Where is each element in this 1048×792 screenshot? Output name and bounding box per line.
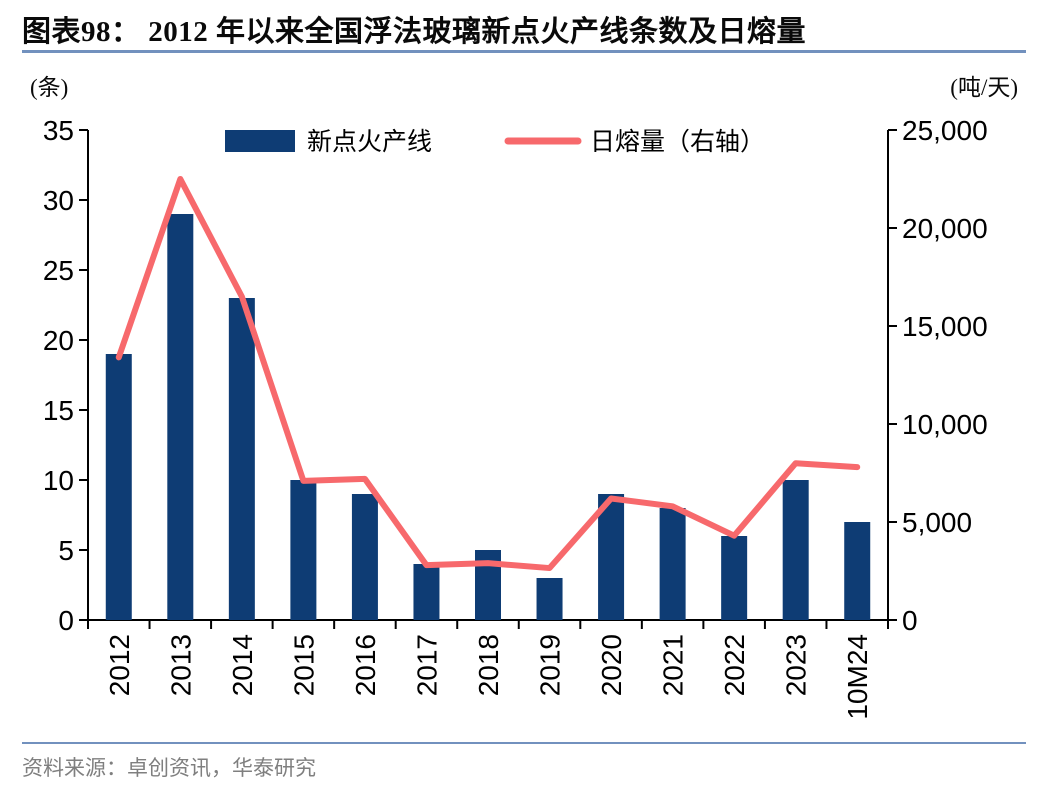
left-axis-tick-label: 5 bbox=[58, 535, 74, 566]
x-axis-label-2019: 2019 bbox=[535, 634, 566, 696]
source-text: 资料来源：卓创资讯，华泰研究 bbox=[22, 756, 316, 780]
x-axis-label-2018: 2018 bbox=[473, 634, 504, 696]
x-axis-label-2021: 2021 bbox=[658, 634, 689, 696]
x-axis-label-2017: 2017 bbox=[411, 634, 442, 696]
x-axis-label-2016: 2016 bbox=[350, 634, 381, 696]
x-axis-label-2022: 2022 bbox=[719, 634, 750, 696]
bar-2013 bbox=[167, 214, 194, 620]
source-divider bbox=[22, 742, 1026, 744]
left-axis-unit-label: (条) bbox=[30, 75, 69, 100]
bar-2015 bbox=[290, 480, 317, 620]
bar-2017 bbox=[413, 564, 440, 620]
x-axis-label-2015: 2015 bbox=[288, 634, 319, 696]
bar-2021 bbox=[659, 508, 686, 620]
bar-2012 bbox=[105, 354, 132, 620]
x-axis-label-2020: 2020 bbox=[596, 634, 627, 696]
x-axis-label-2013: 2013 bbox=[165, 634, 196, 696]
left-axis-tick-label: 10 bbox=[43, 465, 74, 496]
left-axis-tick-label: 20 bbox=[43, 325, 74, 356]
bar-10M24 bbox=[844, 522, 871, 620]
left-axis-tick-label: 35 bbox=[43, 115, 74, 146]
legend-bar-swatch bbox=[225, 130, 295, 152]
right-axis-tick-label: 0 bbox=[902, 605, 918, 636]
bar-2022 bbox=[721, 536, 748, 620]
legend-line-label: 日熔量（右轴） bbox=[590, 128, 765, 156]
title-divider bbox=[22, 50, 1026, 53]
bar-2020 bbox=[598, 494, 625, 620]
chart-title: 图表98： 2012 年以来全国浮法玻璃新点火产线条数及日熔量 bbox=[22, 16, 807, 48]
left-axis-tick-label: 30 bbox=[43, 185, 74, 216]
bar-2023 bbox=[782, 480, 809, 620]
bar-2014 bbox=[228, 298, 255, 620]
right-axis-tick-label: 10,000 bbox=[902, 409, 988, 440]
right-axis-tick-label: 20,000 bbox=[902, 213, 988, 244]
left-axis-tick-label: 0 bbox=[58, 605, 74, 636]
right-axis-tick-label: 25,000 bbox=[902, 115, 988, 146]
right-axis-tick-label: 15,000 bbox=[902, 311, 988, 342]
x-axis-label-10M24: 10M24 bbox=[842, 634, 873, 720]
legend-bar-label: 新点火产线 bbox=[307, 128, 432, 156]
left-axis-tick-label: 25 bbox=[43, 255, 74, 286]
x-axis-label-2023: 2023 bbox=[781, 634, 812, 696]
x-axis-label-2012: 2012 bbox=[104, 634, 135, 696]
bar-2016 bbox=[351, 494, 378, 620]
left-axis-tick-label: 15 bbox=[43, 395, 74, 426]
right-axis-tick-label: 5,000 bbox=[902, 507, 972, 538]
x-axis-label-2014: 2014 bbox=[227, 634, 258, 696]
line-series bbox=[115, 176, 861, 572]
right-axis-unit-label: (吨/天) bbox=[950, 75, 1018, 100]
bar-2019 bbox=[536, 578, 563, 620]
